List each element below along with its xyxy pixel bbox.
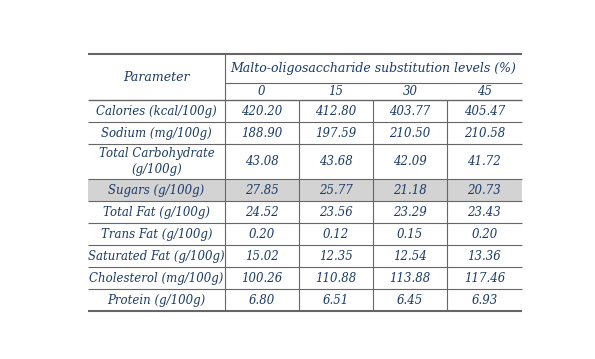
- Text: 6.51: 6.51: [323, 294, 349, 307]
- Text: Parameter: Parameter: [123, 71, 190, 84]
- Text: 117.46: 117.46: [464, 272, 505, 285]
- Text: 0.20: 0.20: [249, 228, 275, 241]
- Text: 100.26: 100.26: [241, 272, 283, 285]
- Text: Sugars (g/100g): Sugars (g/100g): [108, 184, 205, 197]
- Text: 210.50: 210.50: [389, 127, 431, 140]
- Text: 0.15: 0.15: [397, 228, 423, 241]
- Text: 0.20: 0.20: [471, 228, 497, 241]
- Text: 15.02: 15.02: [245, 250, 278, 263]
- Text: 25.77: 25.77: [319, 184, 353, 197]
- Text: 12.54: 12.54: [393, 250, 427, 263]
- Text: Trans Fat (g/100g): Trans Fat (g/100g): [101, 228, 212, 241]
- Text: Total Carbohydrate
(g/100g): Total Carbohydrate (g/100g): [99, 147, 214, 176]
- Bar: [88, 180, 522, 201]
- Text: 20.73: 20.73: [468, 184, 501, 197]
- Text: 13.36: 13.36: [468, 250, 501, 263]
- Text: 403.77: 403.77: [389, 105, 431, 118]
- Text: 42.09: 42.09: [393, 155, 427, 168]
- Text: 6.93: 6.93: [471, 294, 497, 307]
- Text: 188.90: 188.90: [241, 127, 283, 140]
- Text: Total Fat (g/100g): Total Fat (g/100g): [103, 206, 210, 219]
- Text: Calories (kcal/100g): Calories (kcal/100g): [96, 105, 217, 118]
- Text: 412.80: 412.80: [315, 105, 356, 118]
- Text: 27.85: 27.85: [245, 184, 278, 197]
- Text: Protein (g/100g): Protein (g/100g): [107, 294, 206, 307]
- Text: 45: 45: [477, 85, 492, 98]
- Text: 113.88: 113.88: [389, 272, 431, 285]
- Text: 12.35: 12.35: [319, 250, 353, 263]
- Text: 43.68: 43.68: [319, 155, 353, 168]
- Text: 23.29: 23.29: [393, 206, 427, 219]
- Text: 0: 0: [258, 85, 265, 98]
- Text: 30: 30: [403, 85, 418, 98]
- Text: 24.52: 24.52: [245, 206, 278, 219]
- Text: 23.43: 23.43: [468, 206, 501, 219]
- Text: Sodium (mg/100g): Sodium (mg/100g): [101, 127, 212, 140]
- Text: 15: 15: [328, 85, 343, 98]
- Text: 41.72: 41.72: [468, 155, 501, 168]
- Text: 21.18: 21.18: [393, 184, 427, 197]
- Text: 6.45: 6.45: [397, 294, 423, 307]
- Text: 197.59: 197.59: [315, 127, 356, 140]
- Text: 43.08: 43.08: [245, 155, 278, 168]
- Text: 210.58: 210.58: [464, 127, 505, 140]
- Text: 23.56: 23.56: [319, 206, 353, 219]
- Text: 0.12: 0.12: [323, 228, 349, 241]
- Text: 110.88: 110.88: [315, 272, 356, 285]
- Text: Malto-oligosaccharide substitution levels (%): Malto-oligosaccharide substitution level…: [230, 62, 516, 75]
- Text: 6.80: 6.80: [249, 294, 275, 307]
- Text: 420.20: 420.20: [241, 105, 283, 118]
- Text: 405.47: 405.47: [464, 105, 505, 118]
- Text: Saturated Fat (g/100g): Saturated Fat (g/100g): [88, 250, 225, 263]
- Text: Cholesterol (mg/100g): Cholesterol (mg/100g): [89, 272, 224, 285]
